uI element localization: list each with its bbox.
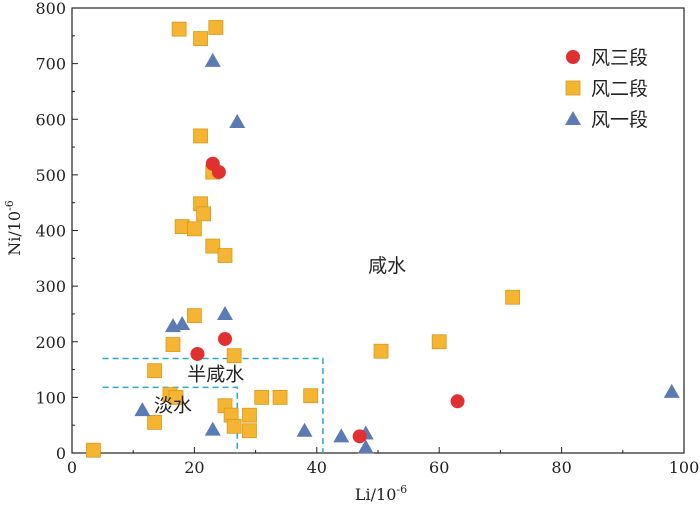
x-tick-label: 20 — [184, 458, 204, 477]
y-tick-label: 600 — [35, 110, 66, 129]
point-triangle — [333, 428, 350, 443]
legend-label: 风二段 — [591, 78, 648, 100]
point-triangle — [134, 402, 151, 417]
point-triangle — [229, 114, 246, 129]
plot-area — [71, 7, 685, 454]
legend-label: 风三段 — [591, 47, 648, 69]
x-tick-label: 80 — [551, 458, 571, 477]
point-triangle — [204, 421, 221, 436]
y-axis-title: Ni/10-6 — [3, 200, 24, 256]
x-tick-label: 40 — [307, 458, 327, 477]
point-square — [86, 442, 101, 458]
point-square — [254, 389, 270, 405]
point-square — [373, 343, 389, 359]
x-tick-label: 0 — [67, 458, 77, 477]
point-square — [505, 289, 521, 305]
region-label: 半咸水 — [187, 364, 244, 386]
y-tick-label: 800 — [35, 0, 66, 18]
y-tick-label: 100 — [35, 388, 66, 407]
point-triangle — [174, 315, 191, 330]
point-circle — [352, 429, 367, 444]
point-square — [147, 415, 163, 430]
x-tick-label: 100 — [669, 458, 700, 477]
x-tick-label: 60 — [429, 458, 449, 477]
region-label: 咸水 — [368, 255, 406, 277]
point-triangle — [204, 52, 221, 67]
axis-ticks: 0 20 40 60 80 100 0 100 200 300 400 500 600 700 800 — [35, 0, 699, 477]
region-fresh — [102, 386, 238, 453]
legend-marker-triangle — [565, 111, 581, 125]
point-square — [193, 31, 208, 46]
point-square — [242, 423, 257, 439]
legend-label: 风一段 — [591, 109, 648, 131]
legend-marker-circle — [566, 50, 580, 64]
y-tick-label: 700 — [35, 55, 66, 74]
point-square — [186, 221, 202, 237]
point-square — [303, 388, 319, 404]
y-tick-label: 500 — [35, 166, 66, 185]
point-square — [226, 348, 242, 364]
plot-border — [71, 7, 685, 454]
legend-marker-square — [565, 80, 581, 96]
data-points — [86, 20, 680, 458]
x-axis-title: Li/10-6 — [355, 483, 407, 504]
region-label: 淡水 — [154, 394, 192, 416]
salinity-regions — [102, 357, 324, 453]
point-circle — [218, 331, 232, 346]
point-square — [165, 337, 181, 352]
point-square — [217, 248, 233, 263]
region-brackish — [102, 357, 324, 453]
point-square — [147, 363, 163, 379]
point-square — [226, 418, 242, 434]
point-circle — [450, 394, 465, 409]
point-square — [186, 308, 202, 324]
point-triangle — [296, 422, 313, 437]
point-square — [193, 128, 208, 144]
point-square — [196, 206, 211, 222]
y-tick-label: 0 — [56, 444, 66, 463]
point-square — [431, 334, 447, 350]
y-tick-label: 200 — [35, 333, 66, 352]
y-tick-label: 300 — [35, 277, 66, 296]
point-square — [272, 389, 288, 405]
y-tick-label: 400 — [35, 222, 66, 241]
point-square — [171, 21, 187, 37]
point-square — [168, 389, 184, 405]
point-square — [208, 20, 224, 35]
point-triangle — [663, 383, 680, 398]
point-triangle — [217, 305, 233, 320]
point-circle — [190, 346, 205, 361]
point-circle — [211, 165, 226, 180]
point-triangle — [357, 439, 374, 454]
point-square — [242, 407, 257, 423]
point-square — [205, 238, 221, 254]
